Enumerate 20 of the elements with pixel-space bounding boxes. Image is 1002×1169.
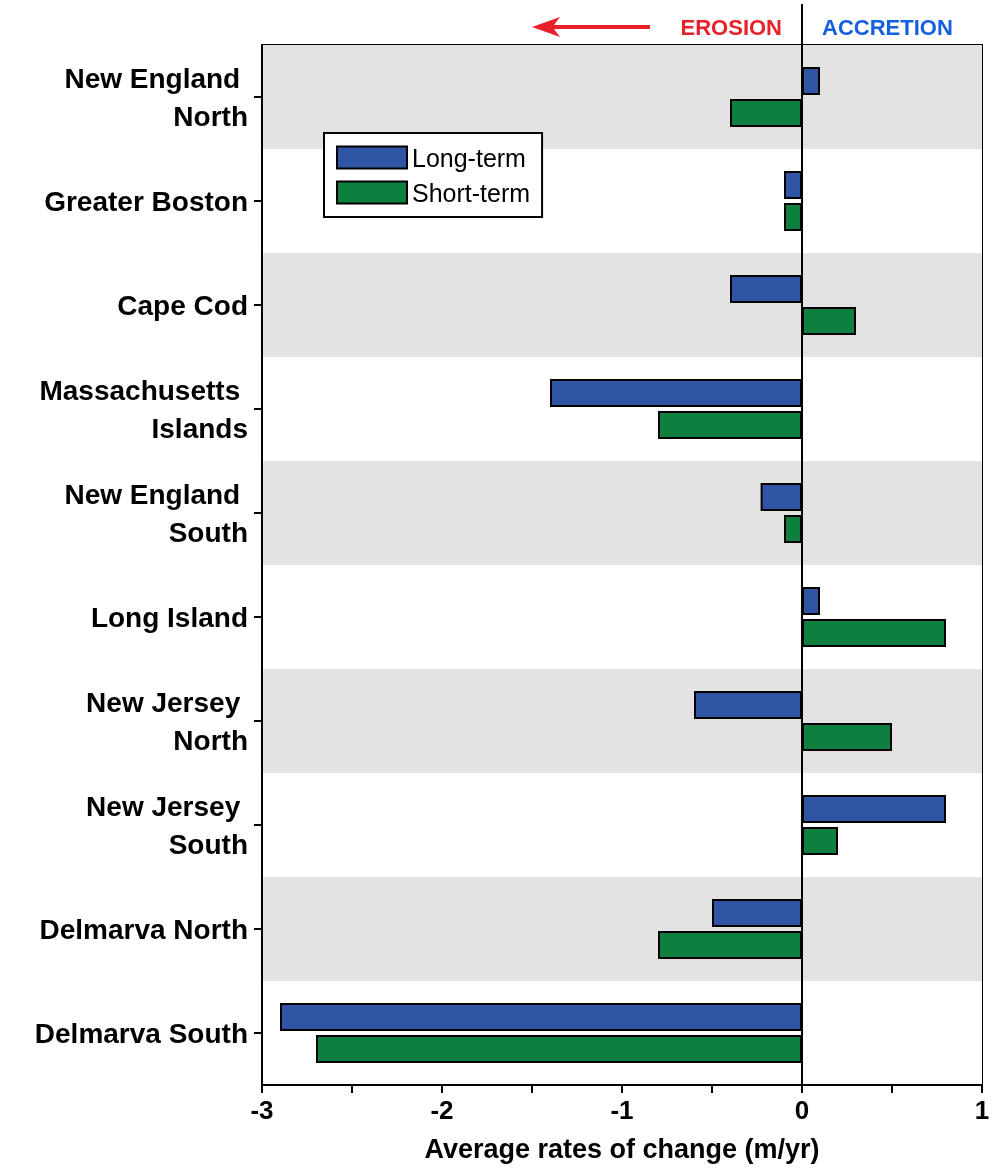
y-tick-label: Massachusetts Islands [39, 374, 248, 444]
x-tick-label: 0 [794, 1095, 810, 1125]
y-tick-label: New England South [64, 478, 248, 548]
text: ACCRETION [822, 14, 953, 40]
y-tick-label: Long Island [90, 601, 248, 633]
legend-label: Long-term [412, 143, 526, 172]
text: EROSION [680, 14, 782, 40]
x-tick-label: -3 [250, 1095, 274, 1125]
y-tick-label: Delmarva South [34, 1017, 248, 1049]
x-tick-label: -2 [430, 1095, 454, 1125]
y-tick-label: New England North [64, 62, 248, 132]
x-tick-label: 1 [974, 1095, 990, 1125]
x-tick-label: -1 [610, 1095, 634, 1125]
y-tick-label: Greater Boston [44, 185, 248, 217]
y-tick-label: Delmarva North [39, 913, 248, 945]
legend-label: Short-term [412, 178, 531, 207]
y-tick-label: New Jersey North [86, 686, 248, 756]
y-tick-label: Cape Cod [117, 289, 248, 321]
x-axis-title: Average rates of change (m/yr) [424, 1133, 820, 1164]
y-tick-label: New Jersey South [86, 790, 248, 860]
